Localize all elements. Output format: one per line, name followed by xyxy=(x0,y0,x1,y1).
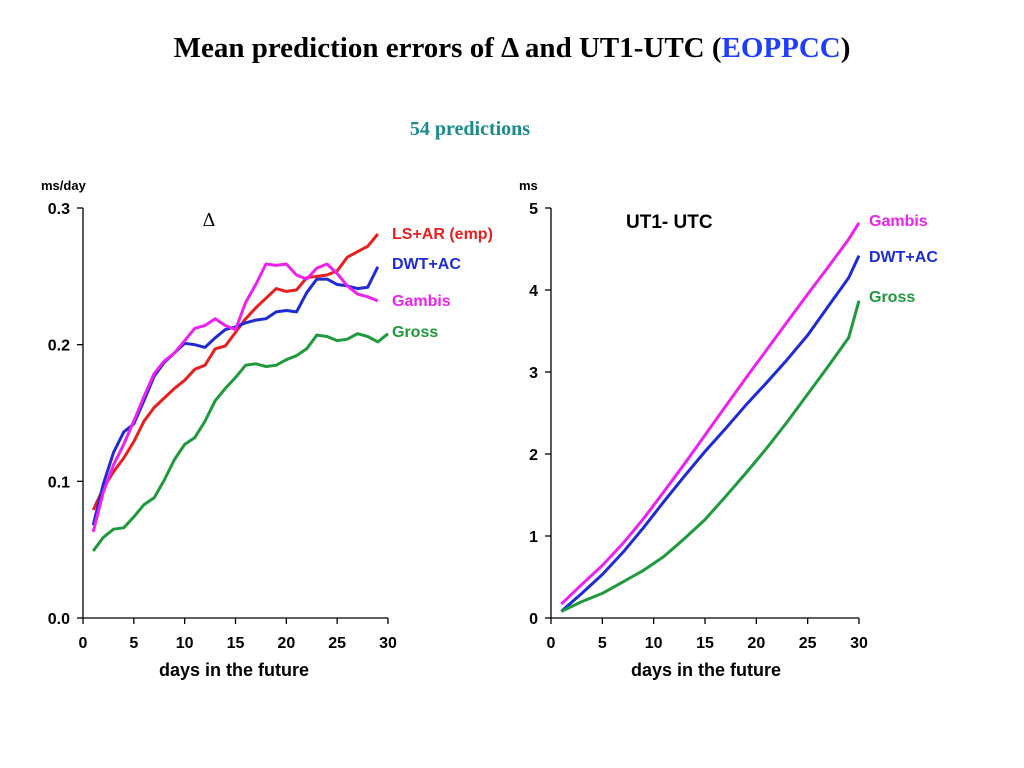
x-tick-label: 25 xyxy=(328,635,346,652)
x-tick-label: 30 xyxy=(379,635,397,652)
title-main: Mean prediction errors of Δ and UT1-UTC … xyxy=(173,32,722,64)
panel-title: Δ xyxy=(203,210,216,231)
x-tick-label: 0 xyxy=(79,635,88,652)
series-line-dwt-ac xyxy=(91,266,380,526)
y-tick-label: 0.1 xyxy=(48,474,70,491)
x-tick-label: 10 xyxy=(645,635,663,652)
series-line-gambis xyxy=(560,222,861,606)
x-tick-label: 20 xyxy=(277,635,295,652)
series-line-gambis xyxy=(91,262,379,533)
y-unit-label: ms xyxy=(519,178,538,193)
series-line-dwt-ac xyxy=(560,254,861,613)
series-line-gross xyxy=(560,300,861,613)
x-tick-label: 20 xyxy=(747,635,765,652)
y-tick-label: 1 xyxy=(529,529,538,546)
title-accent: EOPPCC xyxy=(721,32,841,64)
y-tick-label: 5 xyxy=(529,201,538,218)
y-tick-label: 0.2 xyxy=(48,338,70,355)
title-end: ) xyxy=(840,32,851,64)
series-label: LS+AR (emp) xyxy=(392,226,493,243)
y-tick-label: 3 xyxy=(529,365,538,382)
panel-title: UT1- UTC xyxy=(626,212,713,233)
y-tick-label: 2 xyxy=(529,447,538,464)
x-tick-label: 5 xyxy=(129,635,138,652)
x-tick-label: 25 xyxy=(799,635,817,652)
y-unit-label: ms/day xyxy=(41,178,87,193)
x-tick-label: 5 xyxy=(598,635,607,652)
x-tick-label: 15 xyxy=(696,635,714,652)
series-label: Gross xyxy=(392,324,438,341)
x-axis-title: days in the future xyxy=(159,660,309,680)
x-tick-label: 30 xyxy=(850,635,868,652)
series-line-gross xyxy=(91,332,389,552)
y-tick-label: 0.3 xyxy=(48,201,70,218)
series-label: DWT+AC xyxy=(869,249,938,266)
chart-subtitle: 54 predictions xyxy=(409,118,531,140)
y-tick-label: 0.0 xyxy=(48,611,70,628)
x-axis-title: days in the future xyxy=(631,660,781,680)
y-tick-label: 0 xyxy=(529,611,538,628)
chart-panel-2: 0 1 2 3 4 5 0 5 10 15 20 25 30 ms UT1- UTC days in the … xyxy=(519,178,938,680)
series-label: Gross xyxy=(869,289,915,306)
page-title: Mean prediction errors of Δ and UT1-UTC … xyxy=(0,32,1024,65)
series-label: Gambis xyxy=(869,213,928,230)
x-tick-label: 15 xyxy=(227,635,245,652)
series-label: Gambis xyxy=(392,293,451,310)
series-line-ls-ar-emp- xyxy=(91,233,379,511)
x-tick-label: 10 xyxy=(176,635,194,652)
x-tick-label: 0 xyxy=(547,635,556,652)
y-tick-label: 4 xyxy=(529,283,538,300)
series-label: DWT+AC xyxy=(392,256,461,273)
